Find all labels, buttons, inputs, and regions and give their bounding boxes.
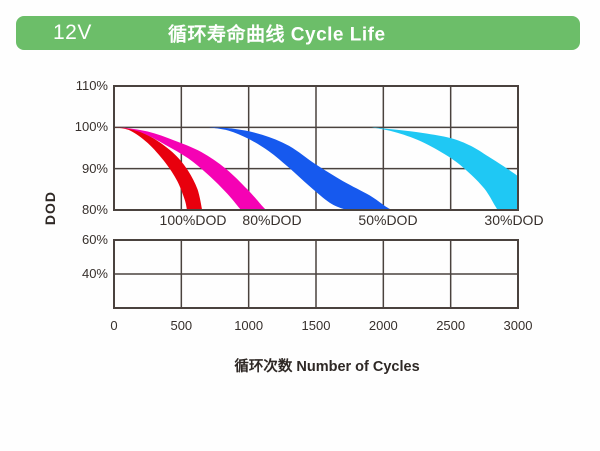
chart-title: 循环寿命曲线 Cycle Life — [168, 24, 386, 46]
x-tick-label: 1500 — [301, 318, 331, 333]
x-tick-label: 1000 — [234, 318, 264, 333]
y-tick-label: 110% — [75, 78, 108, 93]
series-label: 50%DOD — [358, 212, 418, 228]
x-tick-label: 2500 — [436, 318, 466, 333]
series-label: 80%DOD — [242, 212, 302, 228]
cycle-band-30%DOD — [371, 127, 518, 210]
y-tick-label: 80% — [81, 202, 108, 217]
y-tick-label: 100% — [74, 119, 108, 135]
y-tick-label: 40% — [81, 266, 108, 281]
x-axis-title: 循环次数 Number of Cycles — [234, 359, 420, 375]
series-label: 100%DOD — [159, 212, 227, 228]
header-bar: 12V 循环寿命曲线 Cycle Life — [16, 16, 580, 50]
x-tick-label: 0 — [110, 318, 118, 333]
x-tick-label: 500 — [170, 318, 193, 333]
x-tick-label: 2000 — [368, 318, 398, 333]
cycle-band-50%DOD — [208, 127, 393, 210]
voltage-badge: 12V — [53, 21, 92, 44]
upper-panel-border — [113, 85, 519, 211]
series-label: 30%DOD — [484, 212, 544, 228]
lower-panel-border — [113, 239, 519, 309]
cycle-band-80%DOD — [120, 127, 267, 210]
x-tick-label: 3000 — [503, 318, 533, 333]
y-tick-label: 90% — [81, 160, 108, 176]
y-axis-title: DOD — [42, 190, 58, 226]
cycle-band-100%DOD — [114, 127, 203, 210]
y-tick-label: 60% — [81, 232, 108, 247]
